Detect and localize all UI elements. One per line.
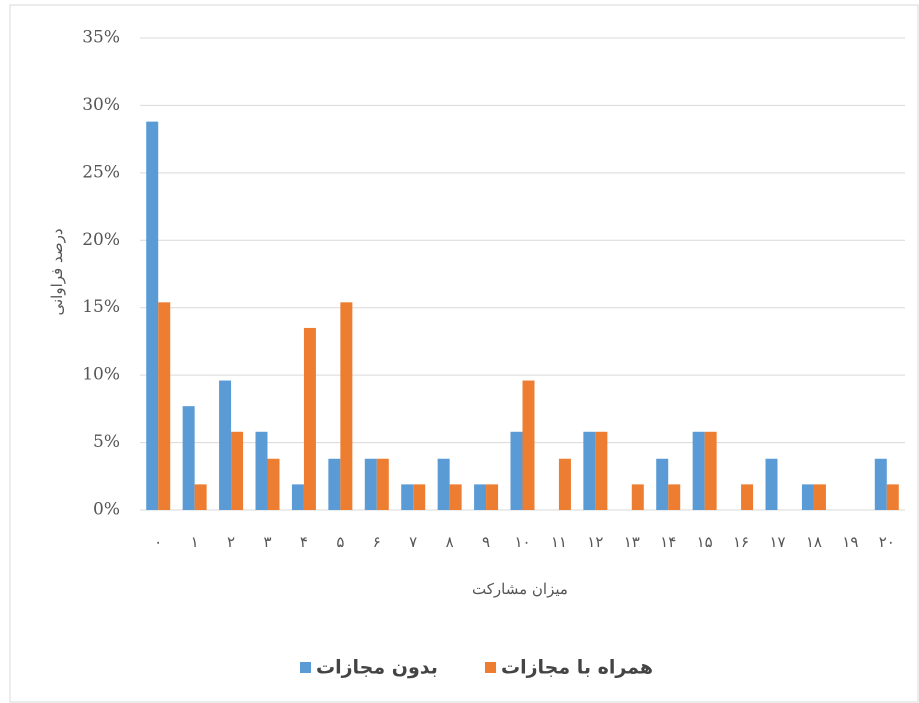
bar xyxy=(449,484,462,510)
bar xyxy=(291,484,304,510)
bar xyxy=(656,458,669,510)
x-tick-label: ۱ xyxy=(191,533,199,551)
bar xyxy=(255,431,268,510)
bar xyxy=(474,484,487,510)
bar xyxy=(340,302,353,510)
bar xyxy=(413,484,426,510)
x-tick-label: ۱۸ xyxy=(806,533,822,551)
x-tick-label: ۵ xyxy=(336,533,344,551)
x-tick-label: ۱۲ xyxy=(587,533,603,551)
bar xyxy=(510,431,523,510)
legend-label: بدون مجازات xyxy=(316,657,438,679)
bar xyxy=(231,431,244,510)
x-tick-label: ۱۵ xyxy=(697,533,713,551)
legend-swatch xyxy=(300,662,311,673)
bar xyxy=(741,484,754,510)
bar xyxy=(194,484,207,510)
bar xyxy=(437,458,450,510)
y-tick-label: 0% xyxy=(93,500,120,520)
chart-frame xyxy=(9,4,919,703)
x-tick-label: ۱۴ xyxy=(660,533,676,551)
bar xyxy=(583,431,596,510)
bar xyxy=(364,458,377,510)
x-tick-label: ۱۷ xyxy=(769,533,785,551)
bar xyxy=(182,406,195,510)
bar xyxy=(522,380,535,510)
x-tick-label: ۱۹ xyxy=(842,533,858,551)
x-tick-label: ۸ xyxy=(446,533,454,551)
bar xyxy=(146,121,159,511)
x-tick-label: ۳ xyxy=(263,533,271,551)
x-tick-label: ۰ xyxy=(154,533,162,551)
bar xyxy=(874,458,887,510)
bar xyxy=(886,484,899,510)
bar xyxy=(303,327,316,510)
bar xyxy=(328,458,341,510)
x-tick-label: ۶ xyxy=(373,533,381,551)
bar xyxy=(595,431,608,510)
y-tick-label: 25% xyxy=(82,162,120,182)
bar xyxy=(668,484,681,510)
bar xyxy=(486,484,499,510)
x-tick-label: ۱۱ xyxy=(551,533,567,551)
bar xyxy=(558,458,571,510)
x-tick-label: ۷ xyxy=(409,533,417,551)
x-tick-label: ۱۶ xyxy=(733,533,749,551)
x-tick-label: ۲۰ xyxy=(879,533,895,551)
bar xyxy=(813,484,826,510)
y-tick-label: 15% xyxy=(82,297,120,317)
bar xyxy=(158,302,171,510)
bar xyxy=(801,484,814,510)
x-tick-label: ۲ xyxy=(227,533,235,551)
y-tick-label: 20% xyxy=(82,230,120,250)
bar xyxy=(765,458,778,510)
bar xyxy=(692,431,705,510)
bar xyxy=(704,431,717,510)
bar xyxy=(267,458,280,510)
x-tick-label: ۱۰ xyxy=(514,533,530,551)
legend-swatch xyxy=(485,662,496,673)
bar xyxy=(401,484,414,510)
legend-label: همراه با مجازات xyxy=(501,657,653,679)
x-tick-label: ۹ xyxy=(482,533,490,551)
bar xyxy=(376,458,389,510)
y-tick-label: 35% xyxy=(82,28,120,48)
y-tick-label: 30% xyxy=(82,95,120,115)
bar xyxy=(219,380,232,510)
y-axis-title: درصد فراوانی xyxy=(48,228,66,315)
bar xyxy=(631,484,644,510)
x-axis-title: میزان مشارکت xyxy=(472,580,568,598)
y-tick-label: 5% xyxy=(93,432,120,452)
x-tick-label: ۱۳ xyxy=(624,533,640,551)
y-tick-label: 10% xyxy=(82,365,120,385)
x-tick-label: ۴ xyxy=(300,533,308,551)
